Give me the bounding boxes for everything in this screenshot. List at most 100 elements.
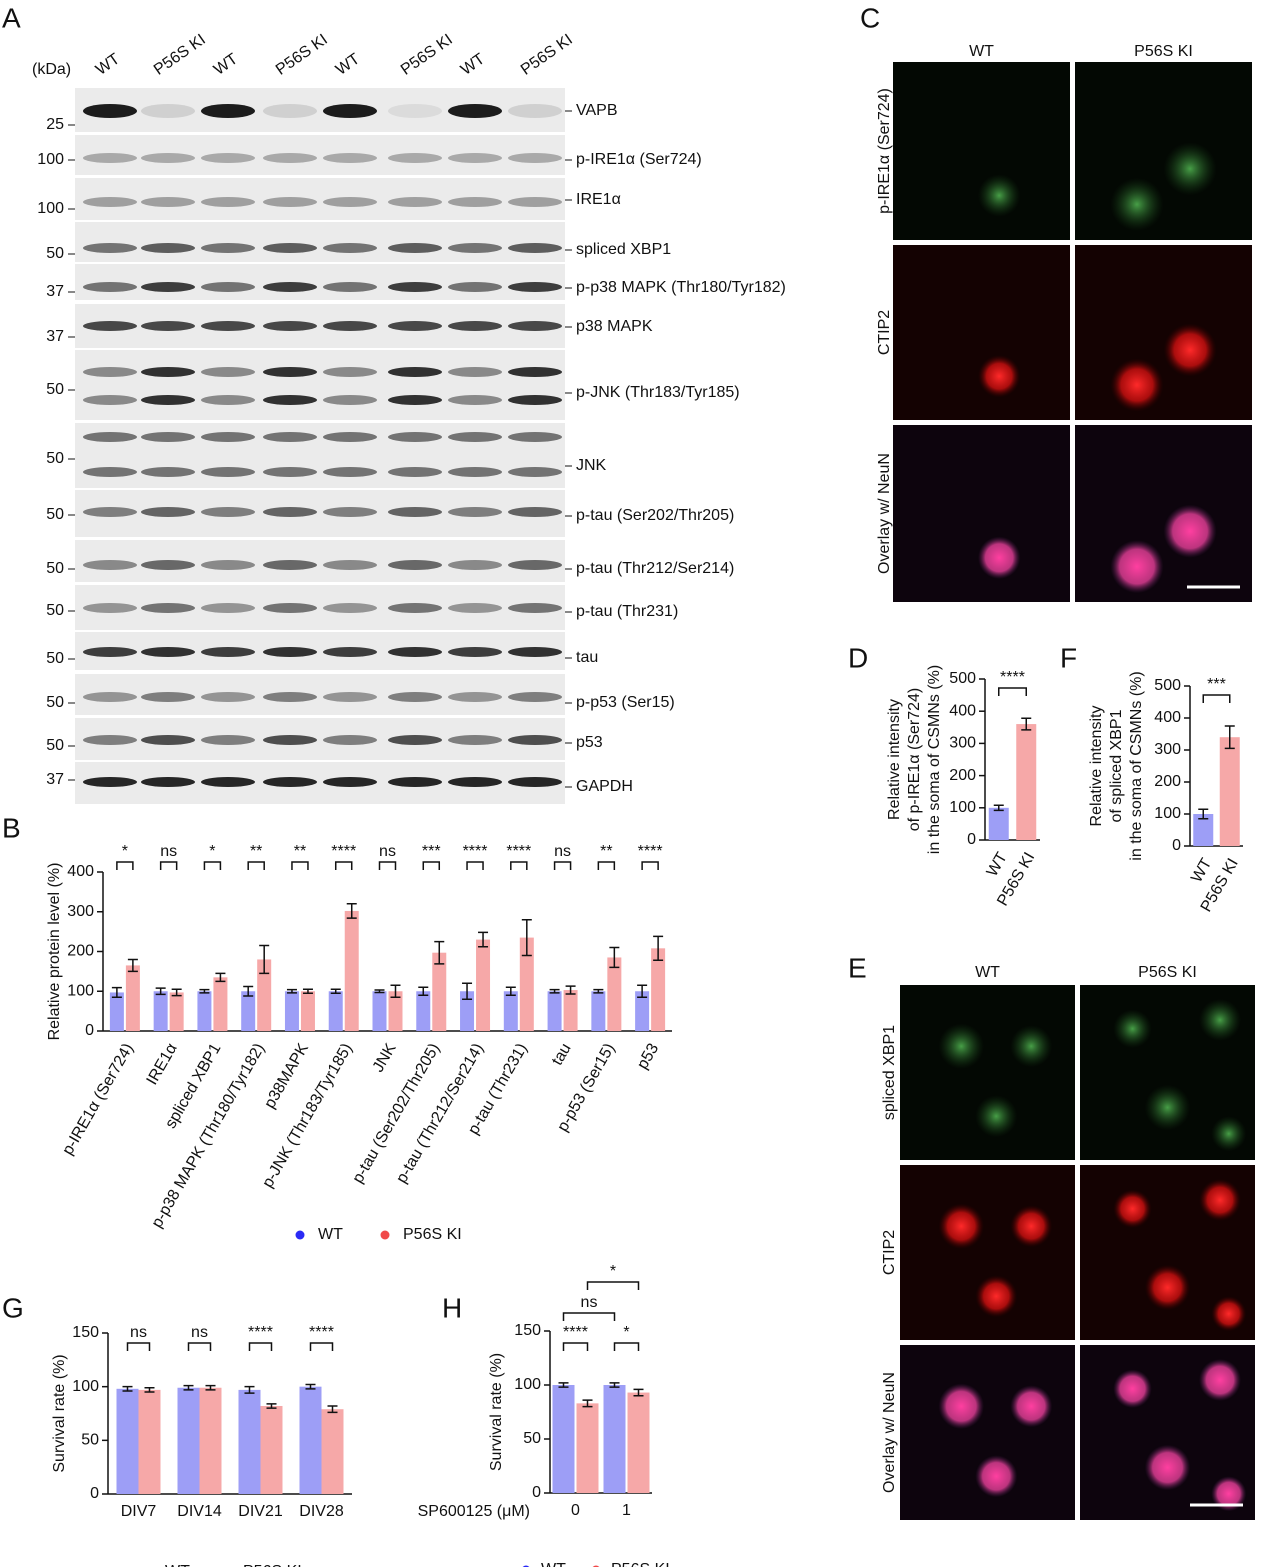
micrograph <box>893 245 1070 420</box>
bar <box>328 991 343 1031</box>
significance-bracket <box>159 861 178 870</box>
cell <box>1144 1444 1191 1491</box>
blot-strip <box>75 178 565 220</box>
error-bar <box>346 903 357 919</box>
blot-band <box>83 282 137 292</box>
y-tick-label: 100 <box>514 1376 541 1393</box>
band-label: spliced XBP1 <box>576 241 671 258</box>
significance-label: ** <box>294 843 306 860</box>
blot-band <box>508 367 562 377</box>
legend-marker <box>380 1230 390 1240</box>
error-bar <box>521 918 532 957</box>
panel-letter: B <box>2 812 21 843</box>
significance-bracket <box>597 861 616 870</box>
blot-band <box>508 153 562 163</box>
band-label: p-p38 MAPK (Thr180/Tyr182) <box>576 279 786 296</box>
lane-label: P56S KI <box>518 31 576 79</box>
panel-letter: E <box>848 952 867 983</box>
blot-band <box>388 507 442 517</box>
blot-band <box>263 692 317 702</box>
blot-band <box>388 197 442 207</box>
cell <box>977 174 1021 217</box>
marker-label: 50 <box>46 737 64 754</box>
bar <box>576 1403 599 1493</box>
bar <box>300 991 315 1031</box>
blot-band <box>448 735 502 745</box>
cell <box>1163 504 1217 558</box>
marker-label: 50 <box>46 381 64 398</box>
y-tick-label: 300 <box>949 735 976 752</box>
cell <box>1110 540 1164 594</box>
bar <box>547 991 562 1031</box>
y-tick-label: 150 <box>72 1324 99 1341</box>
bar <box>591 991 606 1031</box>
x-tick-label: p53 <box>634 1041 662 1073</box>
blot-band <box>83 432 137 442</box>
blot-band <box>323 395 377 405</box>
blot-band <box>508 507 562 517</box>
column-label: P56S KI <box>1138 964 1197 981</box>
significance-bracket <box>378 861 397 870</box>
band-label: p38 MAPK <box>576 318 653 335</box>
error-bar <box>111 986 122 998</box>
bar <box>260 1405 283 1494</box>
blot-band <box>323 647 377 657</box>
y-tick-label: 400 <box>67 863 94 880</box>
legend-label: WT <box>165 1563 190 1567</box>
cell <box>1211 1296 1247 1332</box>
blot-band <box>388 735 442 745</box>
cell <box>1199 1179 1241 1221</box>
lane-label: P56S KI <box>151 31 209 79</box>
significance-label: * <box>623 1324 629 1341</box>
blot-band <box>201 507 255 517</box>
error-bar <box>155 987 166 996</box>
error-bar <box>127 958 138 973</box>
cell <box>1211 1476 1247 1512</box>
blot-band <box>201 282 255 292</box>
blot-band <box>508 777 562 787</box>
error-bar <box>215 972 226 983</box>
bar <box>153 991 168 1031</box>
significance-label: ns <box>554 843 571 860</box>
panel-letter: G <box>2 1292 24 1323</box>
blot-band <box>508 432 562 442</box>
blot-band <box>201 321 255 331</box>
y-tick-label: 0 <box>90 1485 99 1502</box>
bar <box>460 991 475 1031</box>
bar <box>1219 737 1240 846</box>
error-bar <box>418 986 429 996</box>
error-bar <box>199 988 210 994</box>
unit-label: (kDa) <box>32 61 71 78</box>
panel-letter: D <box>848 642 868 673</box>
error-bar <box>330 988 341 994</box>
bar <box>416 991 431 1031</box>
significance-bracket <box>422 861 441 870</box>
x-tick-label: tau <box>549 1041 575 1069</box>
blot-band <box>201 692 255 702</box>
blot-band <box>141 197 195 207</box>
significance-label: **** <box>563 1324 588 1341</box>
blot-band <box>201 395 255 405</box>
error-bar <box>462 982 473 1000</box>
marker-label: 50 <box>46 245 64 262</box>
blot-band <box>263 321 317 331</box>
band-label: p-IRE1α (Ser724) <box>576 151 702 168</box>
y-tick-label: 300 <box>67 903 94 920</box>
blot-band <box>141 560 195 570</box>
blot-band <box>388 153 442 163</box>
cell <box>1113 1189 1152 1228</box>
error-bar <box>1198 808 1209 820</box>
significance-bracket <box>1202 694 1231 703</box>
cell <box>1113 1009 1152 1048</box>
blot-band <box>508 104 562 118</box>
blot-band <box>323 560 377 570</box>
error-bar <box>549 988 560 994</box>
cell <box>1144 1264 1191 1311</box>
cell <box>975 1095 1018 1138</box>
blot-band <box>263 104 317 118</box>
y-tick-label: 0 <box>532 1484 541 1501</box>
blot-band <box>201 603 255 613</box>
y-axis-label: in the soma of CSMNs (%) <box>926 665 943 854</box>
blot-band <box>83 243 137 253</box>
